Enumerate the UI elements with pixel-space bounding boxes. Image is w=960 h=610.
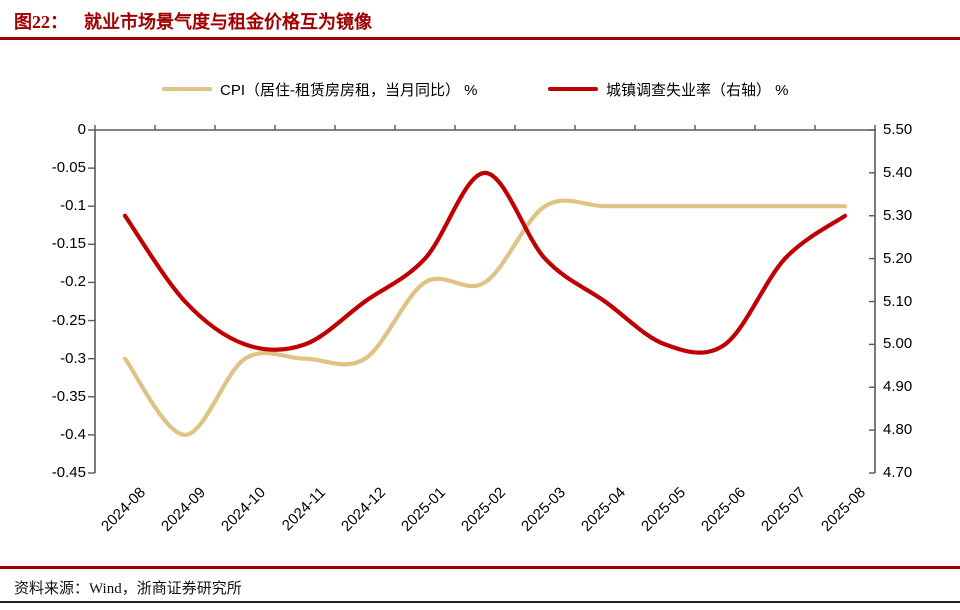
left-axis-tick-label: -0.25 — [51, 311, 86, 329]
left-axis-tick-label: -0.45 — [51, 464, 86, 481]
title-divider-rule — [0, 37, 960, 40]
legend-item-unemployment: 城镇调查失业率（右轴） % — [548, 80, 789, 99]
chart-canvas — [88, 125, 876, 474]
cpi-legend-label: CPI（居住-租赁房房租，当月同比） % — [220, 81, 478, 99]
right-axis-tick-label: 5.40 — [883, 163, 913, 181]
cpi-series-line — [122, 198, 848, 438]
left-axis-tick-label: -0.4 — [60, 425, 86, 443]
right-axis-tick-label: 4.90 — [883, 378, 913, 396]
right-axis-tick-label: 4.70 — [883, 464, 913, 481]
left-axis-tick-label: -0.15 — [51, 235, 86, 253]
chart-legend: CPI（居住-租赁房房租，当月同比） % 城镇调查失业率（右轴） % — [0, 80, 960, 99]
figure-title-row: 图22： 就业市场景气度与租金价格互为镜像 — [14, 8, 372, 34]
right-axis-tick-label: 5.30 — [883, 206, 913, 224]
unemployment-series-line — [122, 170, 848, 355]
right-axis-tick-label: 5.20 — [883, 249, 913, 267]
left-axis-tick-label: 0 — [77, 121, 86, 138]
page-title: 就业市场景气度与租金价格互为镜像 — [84, 12, 372, 32]
unemployment-line-swatch — [548, 87, 598, 91]
figure-number-label: 图22： — [14, 12, 68, 32]
left-axis-tick-label: -0.35 — [51, 387, 86, 405]
legend-item-cpi: CPI（居住-租赁房房租，当月同比） % — [162, 80, 478, 99]
data-source-note: 资料来源：Wind，浙商证券研究所 — [14, 581, 242, 597]
right-axis-tick-label: 4.80 — [883, 421, 913, 439]
right-axis-tick-label: 5.10 — [883, 292, 913, 310]
left-axis-tick-label: -0.05 — [51, 159, 86, 177]
right-axis-tick-label: 5.00 — [883, 335, 913, 353]
left-axis-tick-label: -0.1 — [60, 197, 86, 215]
footer-divider-rule — [0, 566, 960, 569]
line-chart: 0 -0.05 -0.1 -0.15 -0.2 -0.25 -0.3 -0.35 -0.4 -0.… — [51, 121, 913, 535]
page-bottom-rule — [0, 601, 960, 603]
cpi-line-swatch — [162, 87, 212, 91]
right-axis-tick-label: 5.50 — [883, 121, 913, 138]
left-axis-tick-label: -0.2 — [60, 273, 86, 291]
left-axis-tick-label: -0.3 — [60, 349, 86, 367]
unemployment-legend-label: 城镇调查失业率（右轴） % — [606, 81, 789, 99]
